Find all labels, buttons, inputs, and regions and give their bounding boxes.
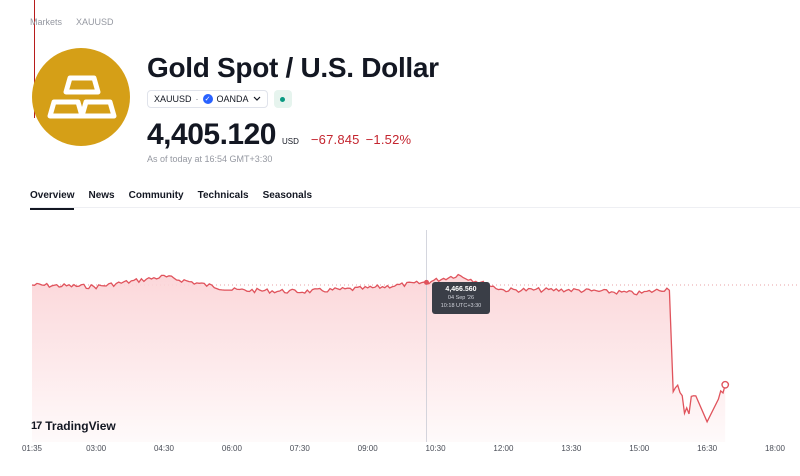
- time-tick-label: 07:30: [289, 444, 310, 453]
- symbol-chips: XAUUSD · ✓ OANDA: [147, 90, 292, 108]
- broker-chip-label: OANDA: [216, 94, 249, 104]
- hover-point: [424, 279, 430, 285]
- breadcrumb-symbol[interactable]: XAUUSD: [76, 17, 114, 27]
- tooltip-date: 04 Sep '26: [447, 295, 475, 301]
- page-title: Gold Spot / U.S. Dollar: [147, 52, 439, 83]
- tab-seasonals[interactable]: Seasonals: [262, 190, 313, 201]
- price-chart-canvas[interactable]: [0, 210, 800, 476]
- symbol-logo: [32, 48, 130, 146]
- chevron-down-icon: [253, 96, 260, 101]
- time-tick-label: 15:00: [629, 444, 650, 453]
- time-tick-label: 13:30: [561, 444, 582, 453]
- price-series-line: [31, 273, 726, 424]
- tab-community[interactable]: Community: [128, 190, 184, 201]
- price-row: 4,405.120 USD −67.845 −1.52%: [147, 118, 411, 152]
- price-chart[interactable]: [0, 210, 800, 476]
- tab-bar: Overview News Community Technicals Seaso…: [30, 190, 312, 210]
- time-tick-label: 04:30: [153, 444, 175, 453]
- tab-technicals[interactable]: Technicals: [197, 190, 249, 201]
- tradingview-mark-icon: 17: [31, 420, 42, 432]
- as-of-timestamp: As of today at 16:54 GMT+3:30: [147, 154, 273, 164]
- time-tick-label: 12:00: [493, 444, 514, 453]
- price-area-fill: [32, 274, 726, 442]
- currency-label: USD: [281, 137, 299, 146]
- tabs-divider: [30, 207, 800, 208]
- breadcrumb-markets[interactable]: Markets: [30, 17, 63, 27]
- market-status-dot-icon: [280, 96, 286, 102]
- tradingview-logo[interactable]: 17 TradingView: [31, 419, 116, 433]
- time-tick-label: 16:30: [697, 444, 718, 453]
- time-axis: 01:35 03:00 04:30 06:00 07:30 09:00 10:30 12:00…: [0, 444, 800, 458]
- tradingview-wordmark: TradingView: [45, 419, 116, 433]
- vertical-guide-line: [34, 0, 35, 118]
- time-tick-label: 03:00: [86, 444, 107, 453]
- tab-news[interactable]: News: [88, 190, 115, 201]
- chart-tooltip: 4,466.560 04 Sep '26 10:18 UTC+3:30: [432, 282, 490, 314]
- symbol-chip[interactable]: XAUUSD · ✓ OANDA: [147, 90, 268, 108]
- market-status-button[interactable]: [273, 90, 292, 108]
- time-tick-label: 10:30: [425, 444, 446, 453]
- price-change: −67.845: [310, 132, 360, 147]
- time-tick-label: 09:00: [357, 444, 378, 453]
- time-tick-label: 06:00: [221, 444, 242, 453]
- last-price: 4,405.120: [147, 118, 276, 151]
- gold-bars-icon: [47, 75, 117, 119]
- tooltip-value: 4,466.560: [445, 286, 477, 293]
- check-badge-icon: ✓: [202, 94, 213, 104]
- breadcrumb: Markets XAUUSD: [30, 17, 114, 27]
- symbol-chip-label: XAUUSD: [154, 94, 192, 104]
- tab-overview[interactable]: Overview: [30, 190, 75, 210]
- tooltip-time: 10:18 UTC+3:30: [440, 303, 482, 309]
- last-price-marker: [721, 380, 730, 389]
- time-tick-label: 18:00: [764, 444, 786, 453]
- time-tick-label: 01:35: [21, 444, 43, 453]
- chip-separator: ·: [195, 94, 199, 104]
- price-change-percent: −1.52%: [365, 132, 412, 147]
